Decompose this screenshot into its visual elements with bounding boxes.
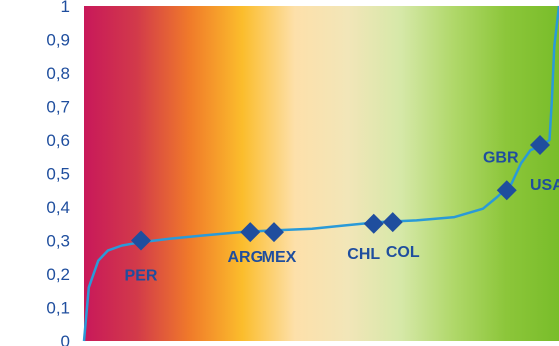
marker-gbr <box>496 180 517 201</box>
marker-per <box>131 230 151 251</box>
marker-chl <box>363 213 384 234</box>
y-tick-label: 0,1 <box>46 299 70 318</box>
label-per: PER <box>125 268 158 285</box>
y-tick-label: 0,9 <box>46 31 70 50</box>
y-tick-label: 0,5 <box>46 165 70 184</box>
label-mex: MEX <box>262 249 297 266</box>
label-chl: CHL <box>347 246 380 263</box>
label-col: COL <box>386 244 420 261</box>
marker-arg <box>240 222 261 243</box>
y-tick-label: 0,4 <box>46 198 70 217</box>
y-tick-label: 0,2 <box>46 265 70 284</box>
marker-mex <box>264 222 284 243</box>
data-markers <box>131 135 550 251</box>
plot-background <box>84 6 559 341</box>
y-tick-label: 0,3 <box>46 232 70 251</box>
y-tick-label: 1 <box>61 0 70 16</box>
label-gbr: GBR <box>483 149 519 166</box>
label-arg: ARG <box>227 249 263 266</box>
y-tick-label: 0,8 <box>46 64 70 83</box>
y-axis-ticks: 0 0,1 0,2 0,3 0,4 0,5 0,6 0,7 0,8 0,9 1 <box>46 0 70 346</box>
y-tick-label: 0,6 <box>46 131 70 150</box>
marker-usa <box>530 135 550 156</box>
label-usa: USA <box>530 177 559 194</box>
marker-col <box>382 212 403 233</box>
y-tick-label: 0,7 <box>46 98 70 117</box>
y-tick-label: 0 <box>61 332 70 346</box>
